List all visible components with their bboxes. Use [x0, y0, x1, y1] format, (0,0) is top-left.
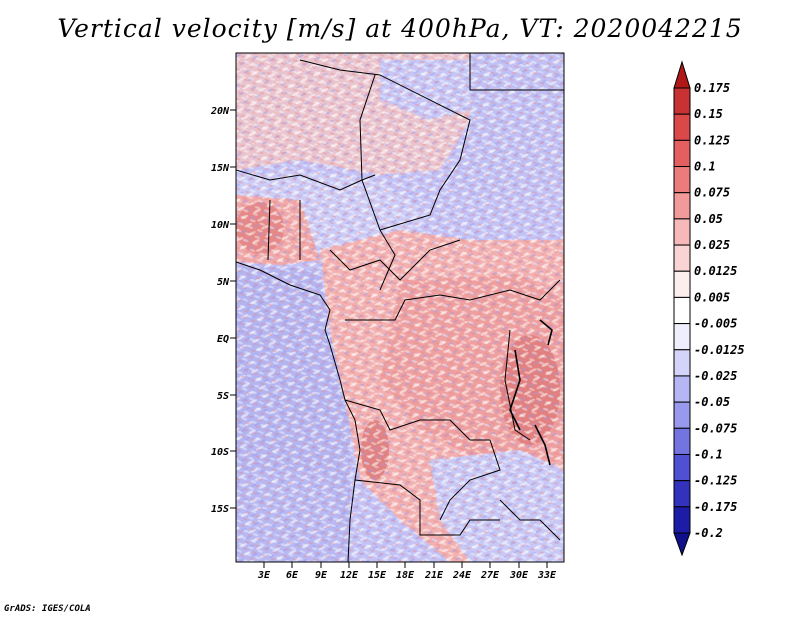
colorbar-swatch: [673, 296, 691, 325]
latitude-axis: 20N 15N 10N 5N EQ 5S 10S 15S: [210, 106, 236, 515]
lon-label: 18E: [396, 570, 415, 581]
colorbar-label: -0.005: [694, 317, 737, 331]
colorbar-swatch: [673, 139, 691, 168]
colorbar-label: -0.0125: [694, 343, 745, 357]
lon-label: 15E: [368, 570, 387, 581]
lat-label: 5S: [217, 391, 229, 402]
longitude-axis: 3E 6E 9E 12E 15E 18E 21E 24E 27E 30E 33E: [257, 562, 557, 581]
colorbar-swatch: [673, 244, 691, 272]
colorbar-swatch: [673, 192, 691, 220]
lon-label: 21E: [424, 570, 444, 581]
map-frame: [235, 52, 565, 563]
colorbar-label: -0.125: [694, 474, 737, 488]
colorbar-swatch: [673, 349, 691, 377]
colorbar-swatch: [673, 506, 691, 534]
colorbar-swatch: [673, 113, 691, 141]
lon-label: 24E: [452, 570, 472, 581]
lat-label: 15N: [211, 163, 230, 174]
lat-label: EQ: [217, 334, 229, 345]
colorbar-swatch: [673, 401, 691, 429]
colorbar-label: -0.2: [694, 526, 723, 540]
lat-label: 5N: [217, 277, 230, 288]
colorbar-label: -0.025: [694, 369, 737, 383]
colorbar-label: 0.025: [694, 238, 730, 252]
colorbar-label: 0.125: [694, 133, 730, 147]
colorbar-label: 0.005: [694, 290, 730, 304]
colorbar-label: 0.05: [694, 212, 723, 226]
grads-credit: GrADS: IGES/COLA: [4, 604, 91, 614]
colorbar-swatch: [673, 480, 691, 508]
colorbar-bottom-arrow: [673, 532, 691, 557]
colorbar-top-arrow: [673, 60, 691, 89]
lat-label: 10N: [211, 220, 230, 231]
lon-label: 6E: [286, 570, 299, 581]
chart-title: Vertical velocity [m/s] at 400hPa, VT: 2…: [57, 14, 743, 43]
colorbar-label: 0.1: [694, 160, 716, 174]
colorbar-swatch: [673, 87, 691, 115]
colorbar-label: 0.0125: [694, 264, 737, 278]
colorbar-label: 0.15: [694, 107, 723, 121]
lon-label: 3E: [257, 570, 271, 581]
lon-label: 30E: [509, 570, 529, 581]
colorbar-swatch: [673, 375, 691, 403]
colorbar-label: -0.05: [694, 395, 730, 409]
colorbar-swatch: [673, 427, 691, 455]
colorbar-swatch: [673, 166, 691, 194]
lon-label: 33E: [537, 570, 557, 581]
colorbar-swatch: [673, 323, 691, 351]
colorbar-swatch: [673, 453, 691, 482]
colorbar-swatch: [673, 218, 691, 246]
lat-label: 10S: [211, 447, 229, 458]
velocity-field: [236, 53, 564, 562]
colorbar-label: 0.075: [694, 186, 730, 200]
colorbar-label: 0.175: [694, 81, 730, 95]
colorbar-label: -0.175: [694, 500, 737, 514]
colorbar-label: -0.1: [694, 447, 723, 461]
lat-label: 20N: [210, 106, 230, 117]
lat-label: 15S: [211, 504, 229, 515]
lon-label: 9E: [315, 570, 328, 581]
colorbar: 0.175 0.15 0.125 0.1 0.075 0.05 0.025 0.0125 0.0…: [673, 60, 745, 557]
colorbar-label: -0.075: [694, 421, 737, 435]
colorbar-swatch: [673, 270, 691, 298]
lon-label: 27E: [480, 570, 500, 581]
lon-label: 12E: [340, 570, 359, 581]
